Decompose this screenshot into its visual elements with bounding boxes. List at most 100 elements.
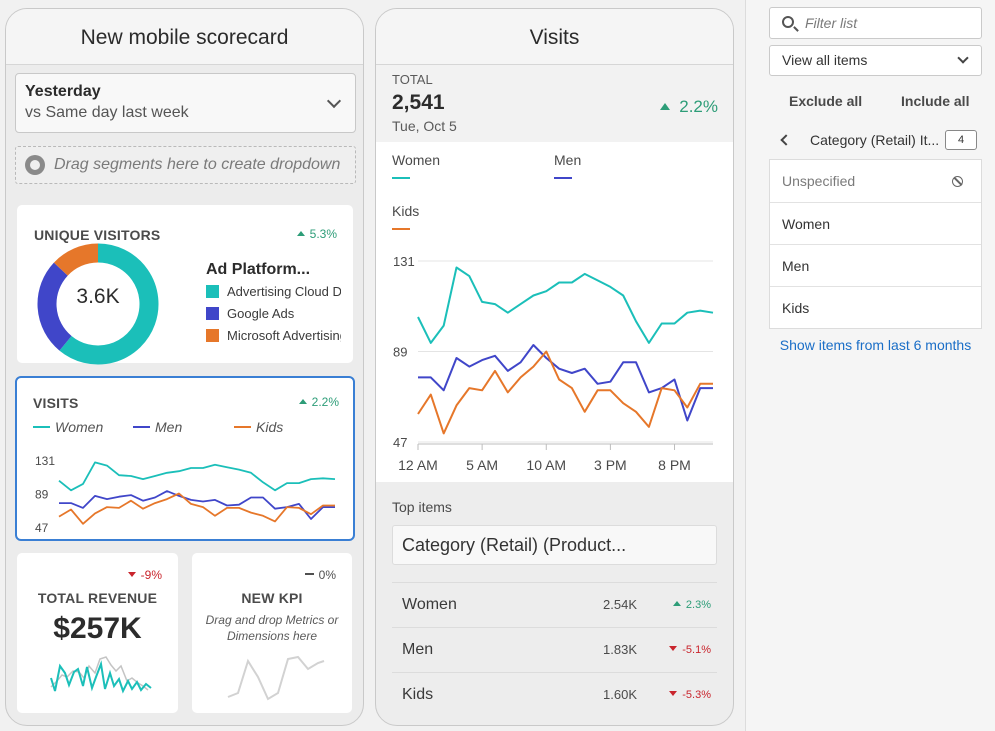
show-last-6-months-link[interactable]: Show items from last 6 months: [779, 337, 972, 353]
legend-item-men[interactable]: Men: [554, 152, 581, 179]
top-item-row[interactable]: Kids 1.60K -5.3%: [392, 672, 717, 717]
top-item-value: 1.60K: [603, 687, 637, 702]
scorecard-title: New mobile scorecard: [6, 9, 363, 65]
legend-item: Google Ads: [206, 306, 341, 328]
unique-visitors-value: 3.6K: [76, 285, 120, 308]
new-kpi-delta: 0%: [304, 568, 336, 582]
scorecard-phone: New mobile scorecard Yesterday vs Same d…: [5, 8, 364, 726]
legend-item-women[interactable]: Women: [392, 152, 440, 179]
top-item-delta: -5.1%: [651, 628, 711, 672]
segment-drop-label: Drag segments here to create dropdown: [54, 156, 341, 173]
legend-item: Advertising Cloud D: [206, 284, 341, 306]
ad-platform-legend-title: Ad Platform...: [206, 261, 311, 278]
kpi-placeholder-sparkline: [227, 655, 325, 701]
legend-item-kids: Kids: [234, 419, 283, 435]
filter-item-men[interactable]: Men: [770, 244, 981, 286]
new-kpi-tile[interactable]: 0% NEW KPI Drag and drop Metrics or Dime…: [192, 553, 352, 713]
filter-item-women[interactable]: Women: [770, 202, 981, 244]
chevron-left-icon[interactable]: [780, 134, 792, 146]
category-header: Category (Retail) It... 4: [769, 130, 982, 151]
top-item-delta: -5.3%: [651, 673, 711, 717]
filter-list-input[interactable]: Filter list: [769, 7, 982, 39]
down-arrow-icon: [127, 572, 136, 577]
up-arrow-icon: [296, 231, 305, 236]
total-date: Tue, Oct 5: [392, 118, 457, 134]
unique-visitors-delta: 5.3%: [296, 227, 337, 241]
visits-tile[interactable]: VISITS 2.2% Women Men Kids 131 89 47: [15, 376, 355, 541]
total-delta: 2.2%: [660, 97, 718, 117]
series-line-women: [58, 461, 336, 492]
filter-item-kids[interactable]: Kids: [770, 286, 981, 328]
new-kpi-description: Drag and drop Metrics or Dimensions here: [205, 613, 339, 643]
visits-line-chart[interactable]: 131 89 47 12 AM 5 AM 10 AM 3 PM 8 PM: [376, 232, 734, 482]
filter-item-list: Unspecified Women Men Kids: [769, 159, 982, 329]
date-range-main: Yesterday: [25, 83, 101, 100]
total-revenue-title: TOTAL REVENUE: [37, 590, 158, 606]
unique-visitors-tile[interactable]: UNIQUE VISITORS 5.3% 3.6K Ad Platform...…: [17, 205, 353, 365]
visits-chart-panel: Women Men Kids 131 89 47 12 AM 5 AM 10 AM 3 PM…: [376, 142, 734, 482]
y-tick-label: 131: [35, 454, 55, 468]
down-arrow-icon: [669, 646, 678, 651]
legend-item: Microsoft Advertising: [206, 328, 341, 350]
top-item-value: 2.54K: [603, 597, 637, 612]
top-item-row[interactable]: Women 2.54K 2.3%: [392, 582, 717, 627]
series-line-kids: [417, 350, 713, 435]
y-tick-label: 47: [35, 521, 49, 535]
excluded-icon[interactable]: [952, 176, 963, 187]
search-icon: [782, 16, 794, 28]
total-revenue-value: $257K: [53, 612, 142, 645]
legend-item-men: Men: [133, 419, 234, 435]
filter-panel: Filter list View all items Exclude all I…: [745, 0, 995, 731]
total-summary: TOTAL 2,541 Tue, Oct 5 2.2%: [376, 65, 733, 143]
new-kpi-title: NEW KPI: [241, 590, 303, 606]
up-arrow-icon: [298, 399, 307, 404]
include-all-button[interactable]: Include all: [901, 93, 970, 109]
total-revenue-tile[interactable]: -9% TOTAL REVENUE $257K: [17, 553, 178, 713]
y-tick-label: 47: [393, 435, 407, 450]
x-tick-label: 3 PM: [594, 457, 627, 473]
series-line-kids: [58, 492, 335, 525]
view-items-dropdown[interactable]: View all items: [769, 45, 982, 76]
down-arrow-icon: [669, 691, 678, 696]
segment-drop-zone[interactable]: Drag segments here to create dropdown: [15, 146, 356, 184]
segment-icon: [25, 155, 45, 175]
up-arrow-icon: [660, 103, 671, 110]
chevron-down-icon: [957, 52, 969, 64]
y-tick-label: 89: [393, 345, 407, 360]
exclude-all-button[interactable]: Exclude all: [789, 93, 863, 109]
legend-item-kids[interactable]: Kids: [392, 203, 419, 230]
top-item-name: Men: [402, 641, 434, 658]
unique-visitors-title: UNIQUE VISITORS: [34, 227, 161, 243]
date-range-dropdown[interactable]: Yesterday vs Same day last week: [15, 73, 356, 133]
donut-slice-0: [59, 243, 159, 365]
filter-item-unspecified[interactable]: Unspecified: [770, 160, 981, 202]
filter-list-placeholder: Filter list: [805, 15, 858, 31]
total-label: TOTAL: [392, 72, 433, 87]
series-line-women: [417, 266, 714, 344]
legend-swatch: [206, 329, 219, 342]
up-arrow-icon: [672, 601, 681, 606]
top-items-label: Top items: [392, 499, 452, 515]
legend-item-women: Women: [33, 419, 133, 435]
dimension-selector[interactable]: Category (Retail) (Product...: [392, 525, 717, 565]
visits-tile-legend: Women Men Kids: [33, 419, 283, 435]
legend-swatch: [206, 307, 219, 320]
x-tick-label: 12 AM: [398, 457, 438, 473]
category-count-badge: 4: [945, 130, 977, 150]
donut-slice-1: [37, 262, 72, 351]
total-value: 2,541: [392, 91, 445, 114]
y-tick-label: 89: [35, 488, 49, 502]
visits-detail-title: Visits: [376, 9, 733, 65]
top-item-row[interactable]: Men 1.83K -5.1%: [392, 627, 717, 672]
top-item-value: 1.83K: [603, 642, 637, 657]
series-line-men: [418, 344, 713, 422]
top-item-delta: 2.3%: [651, 583, 711, 627]
legend-swatch: [206, 285, 219, 298]
visits-tile-chart: 131 89 47: [35, 454, 336, 535]
top-item-name: Kids: [402, 686, 434, 703]
x-tick-label: 10 AM: [526, 457, 566, 473]
top-item-name: Women: [402, 596, 457, 613]
visits-detail-phone: Visits TOTAL 2,541 Tue, Oct 5 2.2% Women…: [375, 8, 734, 726]
revenue-sparkline: [50, 656, 152, 694]
ad-platform-legend: Advertising Cloud D Google Ads Microsoft…: [206, 284, 341, 350]
